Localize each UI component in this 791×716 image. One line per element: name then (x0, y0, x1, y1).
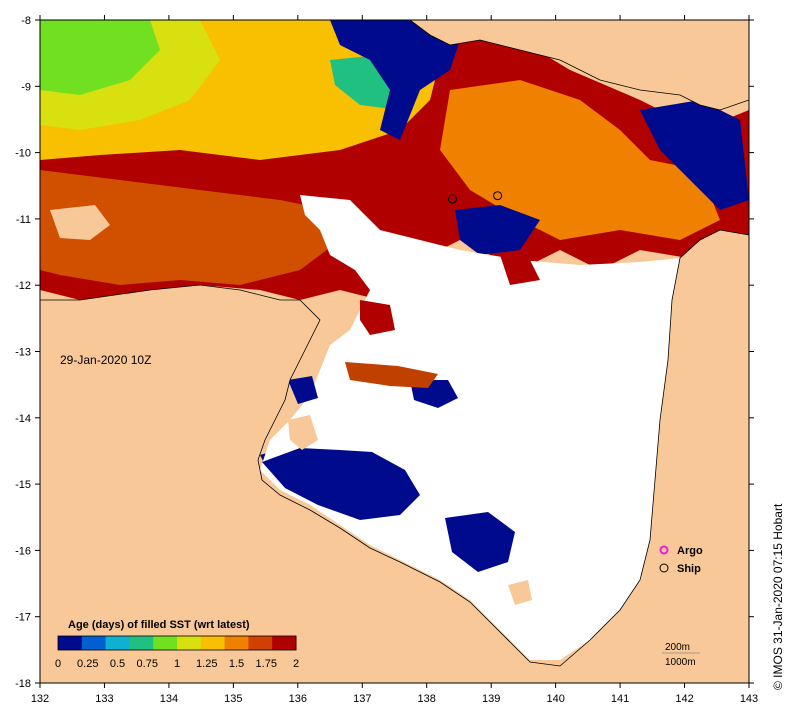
argo-legend-label: Argo (677, 545, 703, 557)
x-tick-label: 136 (289, 693, 307, 705)
x-tick-label: 134 (160, 693, 178, 705)
y-tick-label: -13 (15, 347, 31, 359)
ship-legend-label: Ship (677, 563, 701, 575)
depth-label-1000m: 1000m (665, 657, 696, 668)
y-tick-label: -16 (15, 545, 31, 557)
colorbar-segments (58, 636, 297, 650)
groote-eylandt-island (288, 415, 318, 450)
date-label: 29-Jan-2020 10Z (60, 353, 151, 367)
y-tick-label: -17 (15, 612, 31, 624)
y-tick-label: -14 (15, 413, 31, 425)
x-tick-label: 139 (482, 693, 500, 705)
colorbar-segment (248, 636, 273, 650)
colorbar-ticks: 0 0.25 0.5 0.75 1 1.25 1.5 1.75 2 (55, 658, 299, 670)
coastline-gulf (257, 229, 749, 667)
sst-age-navy-gulf-2 (445, 512, 515, 572)
sst-age-navy-gulf-3 (288, 376, 318, 404)
colorbar-segment (58, 636, 83, 650)
cape-york-land (560, 230, 749, 683)
sst-age-darkorange-gulf (345, 362, 438, 388)
colorbar-tick-label: 1.75 (256, 658, 277, 670)
colorbar-tick-label: 0 (55, 658, 61, 670)
coastline-north (409, 20, 749, 111)
colorbar-tick-label: 1.5 (229, 658, 244, 670)
observation-legend: Argo Ship (659, 545, 703, 575)
sst-age-green-band (40, 20, 160, 95)
colorbar-segment (153, 636, 178, 650)
ship-observation-marker (448, 194, 458, 204)
y-tick-label: -10 (15, 148, 31, 160)
x-tick-label: 142 (675, 693, 693, 705)
sst-age-navy-patch-east (640, 100, 749, 210)
colorbar-tick-label: 1 (174, 658, 180, 670)
ship-observation-marker (493, 191, 503, 201)
y-tick-label: -18 (15, 678, 31, 690)
x-tick-label: 140 (546, 693, 564, 705)
sst-age-orange-band-east (440, 80, 720, 240)
colorbar-tick-label: 2 (293, 658, 299, 670)
colorbar-segment (272, 636, 297, 650)
colorbar-segment (129, 636, 154, 650)
depth-scale: 200m 1000m (662, 642, 700, 668)
x-tick-label: 143 (740, 693, 758, 705)
x-tick-label: 138 (418, 693, 436, 705)
tiwi-island (50, 205, 110, 240)
sst-age-navy-gulf-1 (262, 448, 420, 520)
colorbar-title: Age (days) of filled SST (wrt latest) (68, 619, 250, 631)
sst-age-navy-patch-north (330, 20, 460, 140)
coastline-arnhem (40, 284, 300, 301)
imos-credit: © IMOS 31-Jan-2020 07:15 Hobart (771, 503, 785, 690)
colorbar-tick-label: 0.5 (110, 658, 125, 670)
sst-age-darkred-gulf-1 (360, 300, 395, 335)
x-tick-label: 132 (31, 693, 49, 705)
ship-marker-icon (659, 563, 669, 573)
colorbar-tick-label: 1.25 (196, 658, 217, 670)
x-axis: 132 133 134 135 136 137 138 139 140 141 142 143 (31, 15, 758, 705)
y-tick-label: -15 (15, 479, 31, 491)
y-tick-label: -11 (16, 214, 31, 226)
colorbar-tick-label: 0.25 (77, 658, 98, 670)
x-tick-label: 133 (95, 693, 113, 705)
colorbar-segment (81, 636, 107, 650)
y-tick-label: -8 (21, 15, 31, 27)
wellesley-island (508, 580, 532, 605)
y-tick-label: -12 (15, 280, 31, 292)
sst-age-orange-band (40, 170, 340, 285)
argo-marker-icon (659, 545, 669, 555)
colorbar-tick-label: 0.75 (137, 658, 158, 670)
colorbar-segment (105, 636, 130, 650)
y-tick-label: -9 (21, 81, 31, 93)
x-tick-label: 141 (611, 693, 629, 705)
y-axis: -8 -9 -10 -11 -12 -13 -14 -15 -16 -17 -18 (15, 15, 754, 690)
map-plot-area (40, 20, 749, 683)
colorbar-segment (224, 636, 249, 650)
new-guinea-land (410, 20, 749, 110)
colorbar-segment (200, 636, 226, 650)
ship-markers (448, 191, 503, 204)
colorbar-segment (177, 636, 202, 650)
colorbar-frame (57, 635, 297, 651)
sst-age-navy-patch-central (455, 205, 540, 255)
sst-age-darkred-gulf-2 (500, 255, 540, 285)
x-tick-label: 135 (224, 693, 242, 705)
depth-label-200m: 200m (665, 642, 690, 653)
arnhem-land (40, 285, 600, 683)
x-tick-label: 137 (353, 693, 371, 705)
